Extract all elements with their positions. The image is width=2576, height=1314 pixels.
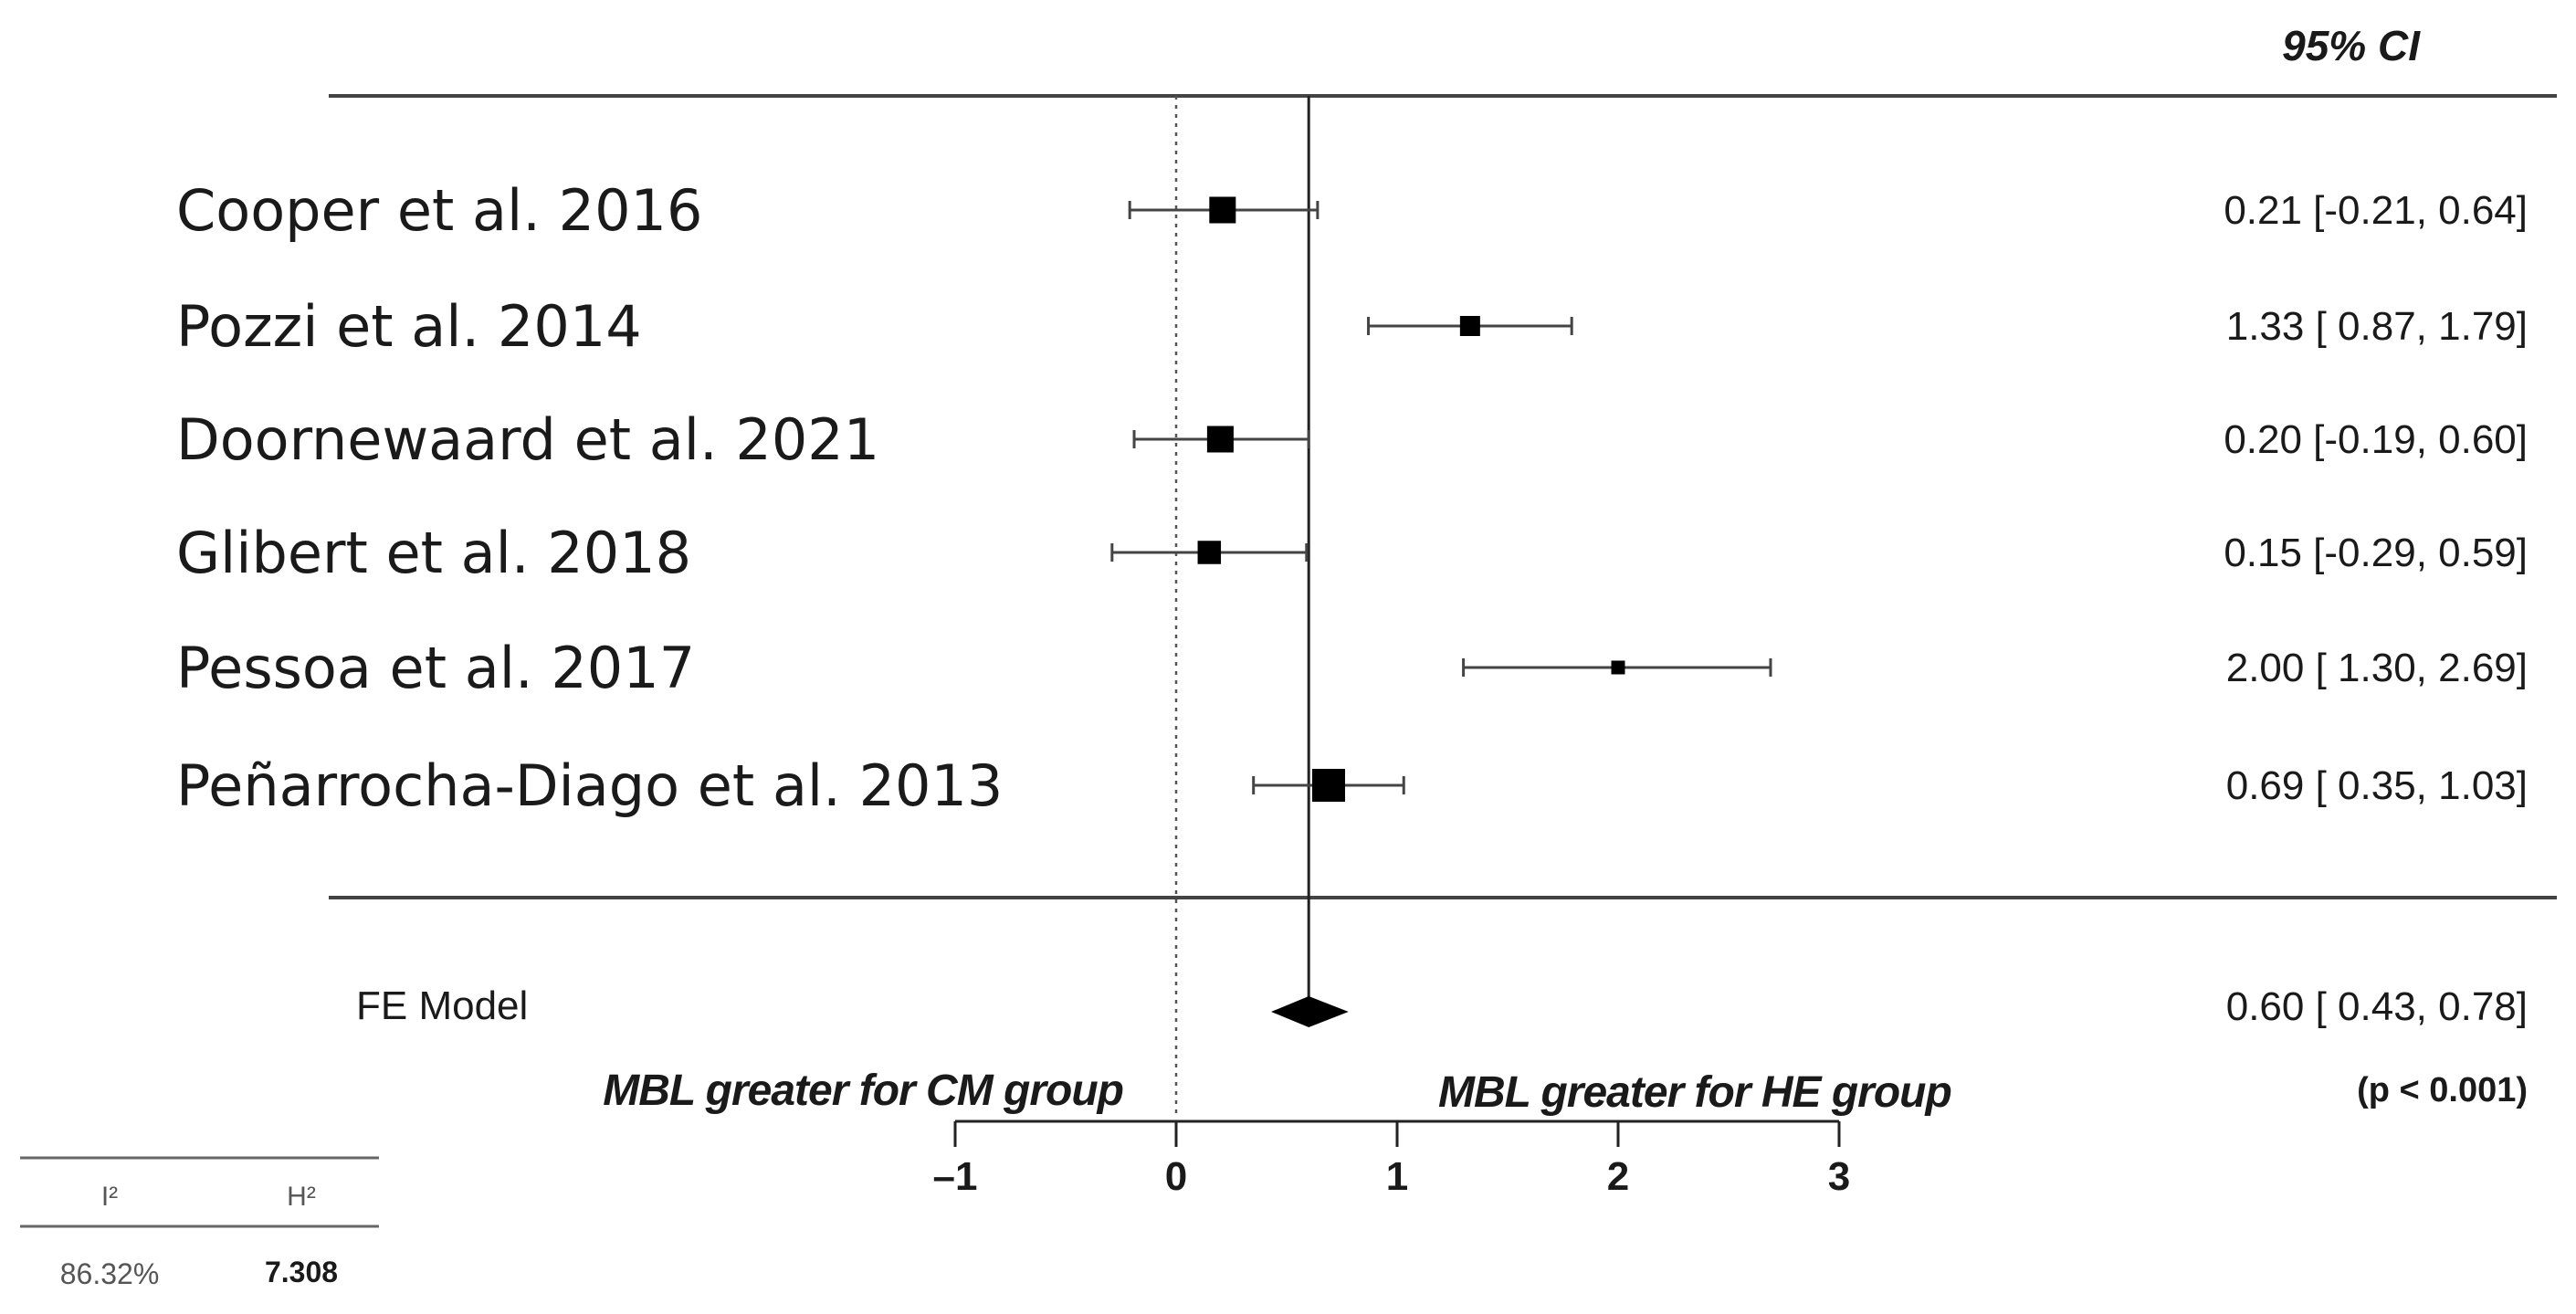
tick-label: 2	[1607, 1154, 1629, 1199]
tick-label: 1	[1386, 1154, 1408, 1199]
p-value: (p < 0.001)	[2357, 1071, 2528, 1109]
study-label: Cooper et al. 2016	[176, 177, 702, 244]
ci-text: 0.21 [-0.21, 0.64]	[2224, 188, 2528, 233]
tick-label: 0	[1165, 1154, 1187, 1199]
ci-text: 1.33 [ 0.87, 1.79]	[2226, 304, 2528, 349]
study-rows: Cooper et al. 2016 0.21 [-0.21, 0.64] Pozz…	[176, 177, 2528, 819]
point-estimate	[1206, 426, 1234, 453]
right-direction-label: MBL greater for HE group	[1438, 1068, 1951, 1117]
point-estimate	[1459, 316, 1480, 336]
heterogeneity-table: I² H² 86.32% 7.308	[20, 1156, 379, 1290]
het-value-h2: 7.308	[265, 1256, 338, 1288]
het-header-i2: I²	[101, 1182, 118, 1212]
ci-header: 95% CI	[2282, 22, 2421, 69]
ci-text: 0.15 [-0.29, 0.59]	[2224, 531, 2528, 575]
x-axis: –1 0 1 2 3	[933, 1120, 1850, 1199]
point-estimate	[1209, 196, 1236, 224]
tick-label: 3	[1828, 1154, 1850, 1199]
study-label: Peñarrocha-Diago et al. 2013	[176, 752, 1003, 819]
model-row: FE Model 0.60 [ 0.43, 0.78] (p < 0.001)	[356, 983, 2528, 1109]
model-ci-text: 0.60 [ 0.43, 0.78]	[2226, 984, 2528, 1029]
reference-lines	[1174, 96, 1310, 1119]
het-value-i2: 86.32%	[60, 1257, 160, 1290]
summary-diamond	[1271, 996, 1349, 1027]
ci-text: 0.20 [-0.19, 0.60]	[2224, 417, 2528, 462]
study-label: Pozzi et al. 2014	[176, 293, 642, 360]
point-estimate	[1611, 660, 1625, 675]
ci-text: 2.00 [ 1.30, 2.69]	[2226, 646, 2528, 690]
left-direction-label: MBL greater for CM group	[603, 1067, 1123, 1115]
study-label: Pessoa et al. 2017	[176, 635, 695, 701]
point-estimate	[1311, 769, 1345, 802]
tick-label: –1	[933, 1154, 978, 1199]
ci-text: 0.69 [ 0.35, 1.03]	[2226, 763, 2528, 808]
study-label: Glibert et al. 2018	[176, 520, 691, 586]
study-label: Doornewaard et al. 2021	[176, 406, 879, 473]
point-estimate	[1197, 541, 1222, 564]
model-label: FE Model	[356, 983, 528, 1028]
het-header-h2: H²	[287, 1182, 316, 1212]
